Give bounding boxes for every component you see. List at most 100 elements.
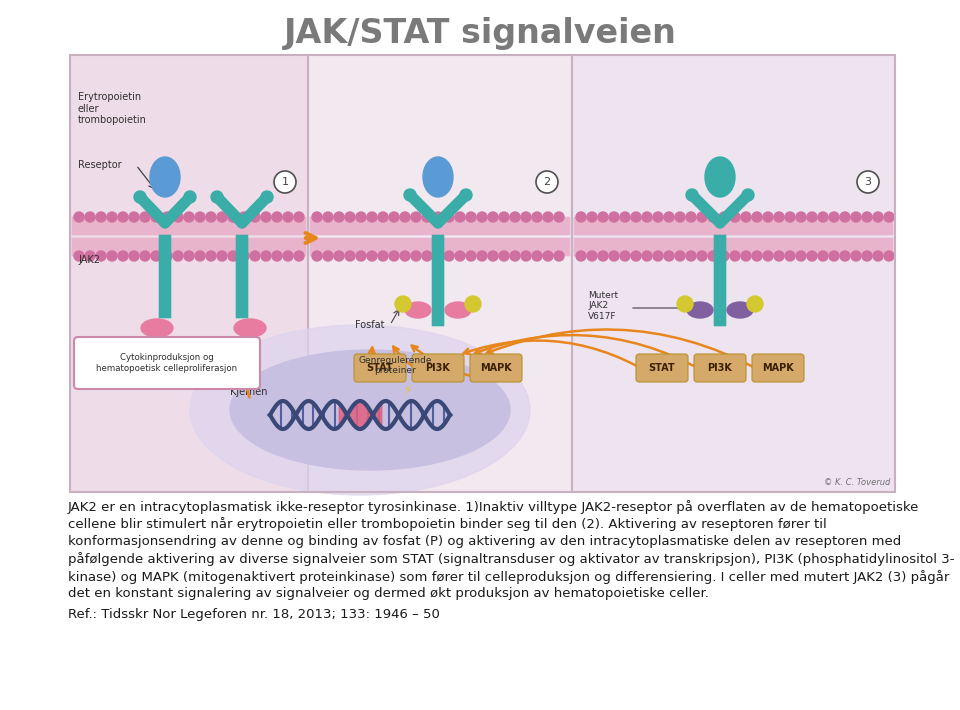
Circle shape — [395, 296, 411, 312]
Circle shape — [85, 251, 95, 261]
Ellipse shape — [445, 302, 471, 318]
Text: 3: 3 — [865, 177, 872, 187]
Text: PI3K: PI3K — [708, 363, 732, 373]
Circle shape — [774, 212, 784, 222]
Circle shape — [510, 212, 520, 222]
Circle shape — [334, 251, 344, 261]
Circle shape — [96, 251, 106, 261]
FancyBboxPatch shape — [432, 235, 444, 327]
Circle shape — [129, 251, 139, 261]
Circle shape — [345, 251, 355, 261]
Circle shape — [829, 251, 839, 261]
Text: PI3K: PI3K — [425, 363, 450, 373]
Circle shape — [719, 251, 729, 261]
Circle shape — [195, 251, 205, 261]
Circle shape — [884, 212, 894, 222]
Circle shape — [411, 251, 421, 261]
Text: Cytokinproduksjon og
hematopoetisk celleproliferasjon: Cytokinproduksjon og hematopoetisk celle… — [96, 354, 237, 373]
Circle shape — [261, 251, 271, 261]
Circle shape — [173, 251, 183, 261]
Circle shape — [239, 212, 249, 222]
Circle shape — [228, 251, 238, 261]
Circle shape — [697, 251, 707, 261]
FancyBboxPatch shape — [713, 235, 727, 327]
Text: kinase) og MAPK (mitogenaktivert proteinkinase) som fører til celleproduksjon og: kinase) og MAPK (mitogenaktivert protein… — [68, 570, 949, 584]
Circle shape — [411, 212, 421, 222]
Circle shape — [862, 212, 872, 222]
Circle shape — [631, 212, 641, 222]
FancyBboxPatch shape — [572, 55, 895, 492]
Circle shape — [283, 212, 293, 222]
Circle shape — [752, 251, 762, 261]
Circle shape — [664, 212, 674, 222]
Text: © K. C. Toverud: © K. C. Toverud — [824, 478, 890, 487]
FancyBboxPatch shape — [636, 354, 688, 382]
Circle shape — [488, 251, 498, 261]
Circle shape — [587, 251, 597, 261]
FancyBboxPatch shape — [752, 354, 804, 382]
Circle shape — [389, 212, 399, 222]
Ellipse shape — [423, 157, 453, 197]
Circle shape — [465, 296, 481, 312]
Text: Kjernen: Kjernen — [230, 387, 268, 397]
Circle shape — [730, 212, 740, 222]
Circle shape — [107, 251, 117, 261]
Circle shape — [677, 296, 693, 312]
Circle shape — [345, 212, 355, 222]
Text: ⚡: ⚡ — [403, 383, 413, 396]
Circle shape — [576, 212, 586, 222]
Circle shape — [521, 212, 531, 222]
Text: Mutert
JAK2
V617F: Mutert JAK2 V617F — [588, 291, 618, 321]
Circle shape — [250, 212, 260, 222]
FancyBboxPatch shape — [354, 354, 406, 382]
Circle shape — [389, 251, 399, 261]
Circle shape — [521, 251, 531, 261]
FancyBboxPatch shape — [70, 55, 308, 492]
Circle shape — [455, 251, 465, 261]
Circle shape — [367, 251, 377, 261]
Circle shape — [477, 212, 487, 222]
Ellipse shape — [230, 350, 510, 470]
Circle shape — [598, 212, 608, 222]
Circle shape — [774, 251, 784, 261]
FancyBboxPatch shape — [72, 217, 306, 235]
Circle shape — [675, 251, 685, 261]
Circle shape — [554, 251, 564, 261]
Circle shape — [261, 212, 271, 222]
Circle shape — [857, 171, 879, 193]
Circle shape — [466, 251, 476, 261]
Circle shape — [433, 212, 443, 222]
Circle shape — [543, 251, 553, 261]
Circle shape — [829, 212, 839, 222]
Circle shape — [609, 251, 619, 261]
Circle shape — [763, 251, 773, 261]
Circle shape — [356, 251, 366, 261]
Circle shape — [206, 251, 216, 261]
Circle shape — [378, 251, 388, 261]
Circle shape — [499, 251, 509, 261]
FancyBboxPatch shape — [72, 238, 306, 256]
Text: STAT: STAT — [649, 363, 675, 373]
Circle shape — [404, 189, 416, 201]
Circle shape — [433, 251, 443, 261]
Circle shape — [217, 251, 227, 261]
Circle shape — [554, 212, 564, 222]
Circle shape — [675, 212, 685, 222]
Circle shape — [576, 251, 586, 261]
Circle shape — [444, 212, 454, 222]
Circle shape — [444, 251, 454, 261]
Circle shape — [184, 251, 194, 261]
Circle shape — [653, 212, 663, 222]
Circle shape — [477, 251, 487, 261]
Circle shape — [162, 212, 172, 222]
Circle shape — [422, 251, 432, 261]
Circle shape — [532, 212, 542, 222]
Circle shape — [140, 251, 150, 261]
Circle shape — [862, 251, 872, 261]
Circle shape — [532, 251, 542, 261]
Text: MAPK: MAPK — [762, 363, 794, 373]
Text: konformasjonsendring av denne og binding av fosfat (P) og aktivering av den intr: konformasjonsendring av denne og binding… — [68, 535, 901, 548]
Circle shape — [400, 251, 410, 261]
Circle shape — [184, 212, 194, 222]
Text: cellene blir stimulert når erytropoietin eller trombopoietin binder seg til den : cellene blir stimulert når erytropoietin… — [68, 518, 827, 532]
